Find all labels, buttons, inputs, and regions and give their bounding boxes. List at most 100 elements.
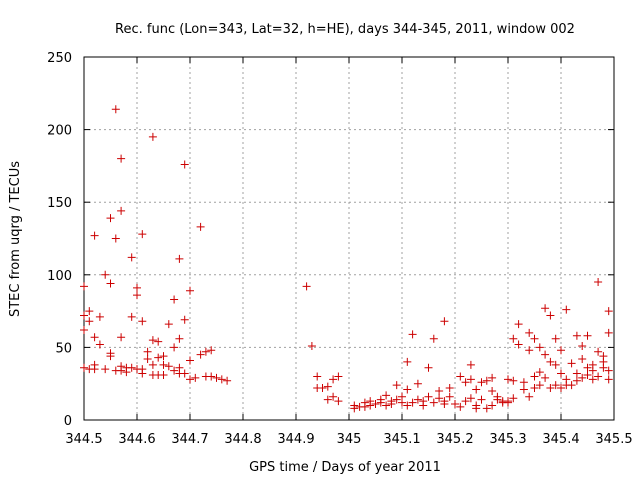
data-point <box>504 397 512 406</box>
data-point <box>509 334 518 343</box>
x-tick-label: 344.5 <box>65 432 102 447</box>
data-point <box>588 375 597 384</box>
axis-ticks <box>83 56 615 421</box>
data-point <box>101 365 110 374</box>
x-tick-label: 344.9 <box>277 432 314 447</box>
x-tick-label: 345.3 <box>489 432 526 447</box>
data-point <box>148 336 157 345</box>
x-tick-label: 345.2 <box>436 432 473 447</box>
data-point <box>557 384 565 393</box>
data-point <box>429 398 438 407</box>
data-point <box>456 402 465 411</box>
x-tick-label: 345 <box>337 432 362 447</box>
grid-lines <box>84 57 614 420</box>
data-point <box>323 395 332 404</box>
data-point <box>546 384 555 393</box>
data-point <box>154 353 163 362</box>
data-point <box>207 346 216 355</box>
data-point <box>604 328 613 337</box>
data-point <box>170 366 179 375</box>
x-axis-label: GPS time / Days of year 2011 <box>249 460 441 475</box>
data-point <box>583 331 592 340</box>
data-point <box>133 283 141 292</box>
data-point <box>111 234 120 243</box>
data-point <box>159 370 168 379</box>
data-point <box>186 356 194 365</box>
data-point <box>318 384 327 393</box>
data-point <box>186 375 194 384</box>
data-point <box>175 254 184 263</box>
data-point <box>482 376 491 385</box>
data-point <box>551 334 560 343</box>
y-tick-label: 0 <box>64 414 72 429</box>
data-point <box>578 341 587 350</box>
data-point <box>424 363 433 372</box>
data-point <box>546 357 555 366</box>
data-point <box>164 362 173 371</box>
data-point <box>594 347 603 356</box>
data-point <box>223 376 232 385</box>
x-tick-label: 344.7 <box>171 432 208 447</box>
data-point <box>583 363 592 372</box>
data-point <box>488 386 497 395</box>
data-point <box>594 278 603 287</box>
data-point <box>541 373 550 382</box>
data-points <box>80 105 613 413</box>
data-point <box>567 381 576 390</box>
data-point <box>127 253 136 262</box>
data-point <box>466 360 475 369</box>
data-point <box>360 398 369 407</box>
data-point <box>477 378 486 387</box>
data-point <box>122 368 131 377</box>
data-point <box>604 366 613 375</box>
data-point <box>95 340 104 349</box>
data-point <box>154 337 163 346</box>
data-point <box>382 401 391 410</box>
data-point <box>509 376 518 385</box>
data-point <box>557 369 565 378</box>
data-point <box>413 395 422 404</box>
data-point <box>148 132 157 141</box>
data-point <box>101 270 110 279</box>
data-point <box>583 370 592 379</box>
data-point <box>371 400 380 409</box>
data-point <box>117 206 126 215</box>
data-point <box>541 304 550 313</box>
x-tick-label: 345.5 <box>595 432 632 447</box>
data-point <box>175 334 184 343</box>
data-point <box>334 372 343 381</box>
data-point <box>599 352 608 361</box>
data-point <box>456 372 465 381</box>
data-point <box>445 384 454 393</box>
data-point <box>106 279 115 288</box>
data-point <box>408 398 417 407</box>
data-point <box>106 214 115 223</box>
data-point <box>382 391 391 400</box>
data-point <box>546 311 555 320</box>
data-point <box>557 346 565 355</box>
data-point <box>180 160 189 169</box>
data-point <box>488 373 497 382</box>
data-point <box>80 311 88 320</box>
data-point <box>138 230 147 239</box>
data-point <box>567 359 576 368</box>
data-point <box>180 369 189 378</box>
data-point <box>143 347 152 356</box>
data-point <box>509 394 518 403</box>
data-point <box>398 392 406 401</box>
y-tick-label: 50 <box>55 341 72 356</box>
data-point <box>429 334 438 343</box>
data-point <box>440 397 449 406</box>
data-point <box>90 333 99 342</box>
data-point <box>519 385 528 394</box>
data-point <box>127 312 136 321</box>
data-point <box>143 355 152 364</box>
data-point <box>504 375 512 384</box>
data-point <box>578 355 587 364</box>
data-point <box>350 401 359 410</box>
data-point <box>535 343 544 352</box>
data-point <box>403 401 412 410</box>
data-point <box>535 368 544 377</box>
data-point <box>111 105 120 114</box>
